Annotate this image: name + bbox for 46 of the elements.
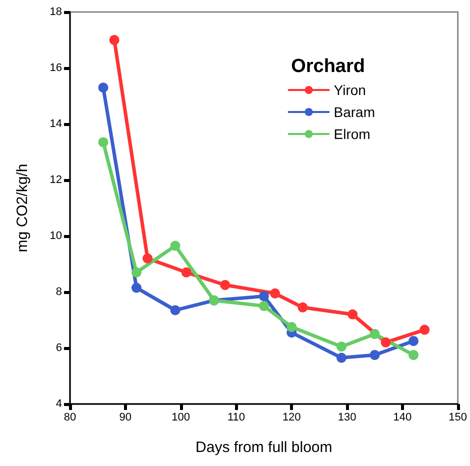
point (408, 336, 418, 346)
point (258, 291, 269, 302)
legend-title: Orchard (291, 56, 366, 77)
legend-label: Baram (334, 104, 375, 120)
x-tick-label: 140 (393, 412, 412, 424)
point (420, 324, 430, 335)
point (370, 350, 380, 360)
x-tick-label: 80 (64, 412, 76, 424)
point (348, 309, 358, 320)
point (170, 305, 180, 316)
point (286, 322, 297, 332)
y-tick-label: 12 (50, 174, 62, 186)
point (298, 302, 308, 312)
y-tick-label: 18 (50, 6, 62, 18)
point (109, 35, 120, 45)
legend-label: Yiron (334, 82, 366, 98)
point (336, 352, 346, 363)
point (181, 267, 192, 278)
x-tick-label: 110 (227, 412, 245, 424)
point (142, 253, 153, 264)
y-tick-label: 8 (56, 286, 62, 298)
point (131, 282, 142, 293)
point (370, 329, 380, 339)
point (131, 267, 142, 278)
x-tick-label: 130 (338, 412, 356, 424)
point (408, 350, 418, 360)
point (220, 280, 230, 290)
x-tick-label: 90 (119, 412, 132, 424)
point (336, 342, 346, 352)
x-tick-label: 100 (172, 412, 190, 424)
y-tick-label: 16 (50, 62, 62, 74)
point (170, 240, 180, 251)
y-axis-title: mg CO2/kg/h (14, 164, 31, 252)
y-tick-label: 10 (50, 230, 62, 242)
x-tick-label: 120 (282, 412, 301, 424)
y-tick-label: 14 (50, 118, 62, 130)
point (380, 337, 391, 348)
point (270, 288, 280, 298)
point (98, 82, 108, 93)
y-tick-label: 4 (56, 398, 62, 410)
legend-label: Elrom (334, 126, 370, 142)
x-tick-label: 150 (448, 412, 468, 424)
point (258, 301, 269, 311)
y-tick-label: 6 (56, 342, 62, 354)
point (98, 137, 108, 148)
x-axis-title: Days from full bloom (196, 439, 332, 456)
